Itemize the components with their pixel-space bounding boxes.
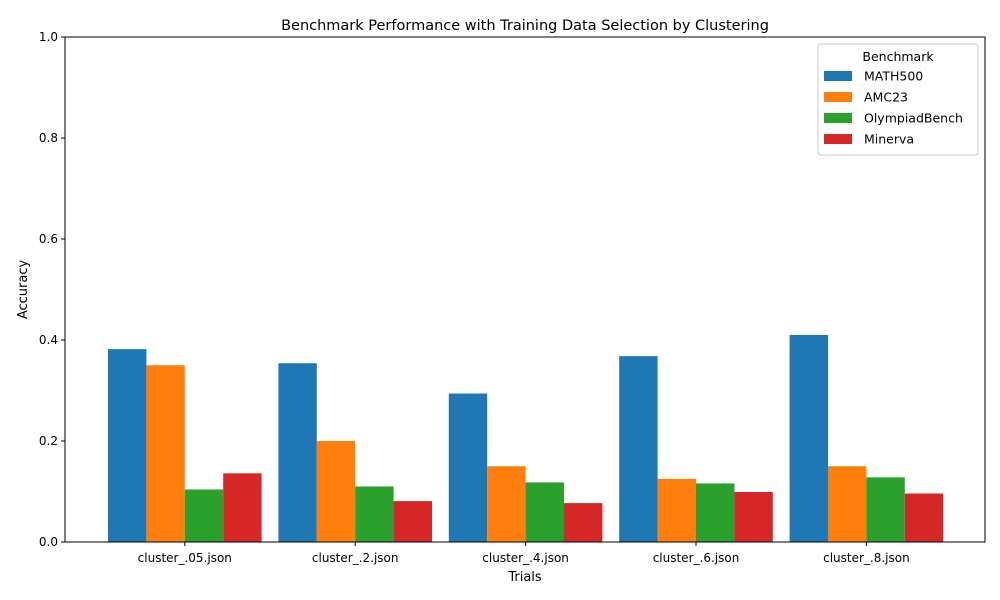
- bar-olympiadbench-3: [696, 483, 735, 542]
- bar-amc23-3: [657, 478, 696, 542]
- bar-math500-3: [619, 356, 658, 542]
- bar-minerva-4: [904, 493, 944, 542]
- bar-amc23-4: [828, 466, 867, 542]
- legend-label-amc23: AMC23: [864, 90, 908, 105]
- bar-math500-4: [789, 334, 828, 542]
- y-axis: 0.0 0.2 0.4 0.6 0.8 1.0: [39, 30, 65, 549]
- bar-minerva-3: [734, 492, 773, 542]
- y-tick-label: 0.6: [39, 232, 58, 246]
- bar-amc23-2: [487, 466, 526, 542]
- legend-swatch-minerva: [824, 134, 852, 144]
- y-tick-label: 0.8: [39, 131, 58, 145]
- x-axis: cluster_.05.json cluster_.2.json cluster_.…: [138, 542, 910, 565]
- bar-olympiadbench-1: [355, 486, 394, 542]
- legend-label-math500: MATH500: [864, 69, 923, 84]
- bar-minerva-0: [223, 473, 262, 542]
- x-tick-label: cluster_.8.json: [823, 551, 910, 565]
- y-tick-label: 0.4: [39, 333, 58, 347]
- bar-math500-0: [108, 349, 147, 542]
- y-axis-label: Accuracy: [16, 260, 31, 320]
- legend-swatch-amc23: [824, 92, 852, 102]
- y-tick-label: 0.0: [39, 535, 58, 549]
- legend-label-minerva: Minerva: [864, 132, 914, 147]
- plot-area-frame: [64, 36, 986, 543]
- bar-olympiadbench-4: [866, 477, 905, 542]
- chart-title: Benchmark Performance with Training Data…: [281, 18, 769, 34]
- bar-amc23-0: [146, 365, 185, 542]
- x-tick-label: cluster_.4.json: [482, 551, 569, 565]
- bar-olympiadbench-0: [184, 489, 224, 542]
- legend-frame: [817, 43, 979, 156]
- bar-olympiadbench-2: [525, 482, 564, 542]
- x-axis-label: Trials: [507, 570, 542, 585]
- legend-title: Benchmark: [862, 49, 934, 64]
- legend: Benchmark MATH500 AMC23 OlympiadBench Minerv…: [817, 43, 979, 156]
- bar-minerva-1: [393, 501, 432, 542]
- x-tick-label: cluster_.2.json: [312, 551, 399, 565]
- legend-swatch-olympiadbench: [824, 113, 852, 123]
- y-tick-label: 0.2: [39, 434, 58, 448]
- bar-amc23-1: [316, 441, 356, 542]
- bars-group: [108, 334, 944, 542]
- x-tick-label: cluster_.05.json: [138, 551, 232, 565]
- y-tick-label: 1.0: [39, 30, 58, 44]
- bar-minerva-2: [564, 503, 603, 542]
- bar-math500-2: [448, 393, 488, 542]
- legend-label-olympiadbench: OlympiadBench: [864, 111, 963, 126]
- x-tick-label: cluster_.6.json: [653, 551, 740, 565]
- legend-swatch-math500: [824, 71, 852, 81]
- bar-math500-1: [278, 363, 317, 542]
